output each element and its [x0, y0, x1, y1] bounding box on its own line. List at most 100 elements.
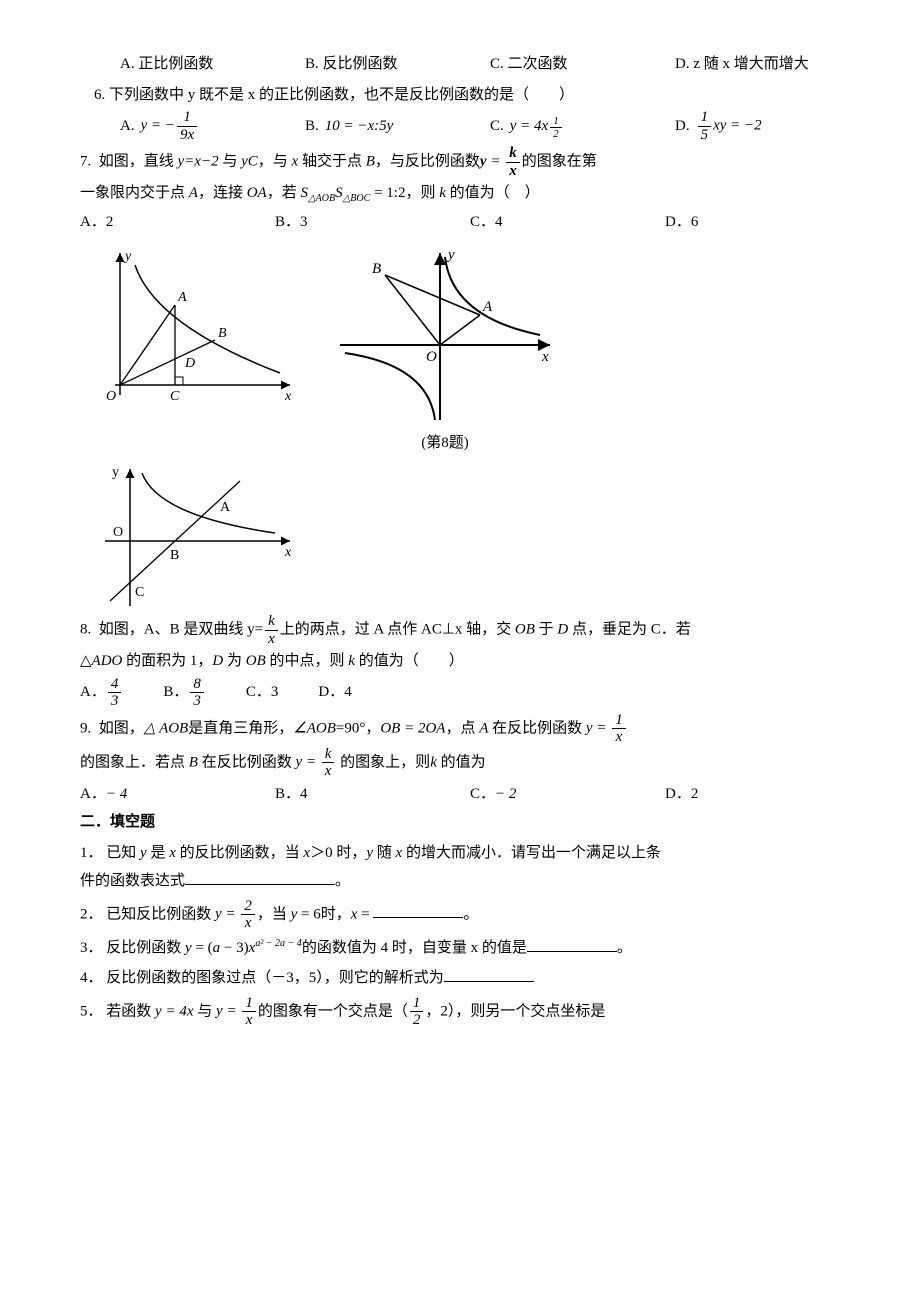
- q8c-l: C．: [246, 678, 271, 707]
- f1-y: y: [140, 845, 147, 861]
- q8-D2: D: [212, 653, 223, 669]
- q8-l2c: 为: [223, 653, 246, 669]
- q7-t7: 的图象在第: [522, 153, 597, 169]
- q8bn: 8: [190, 676, 204, 694]
- q9b-l: B．: [275, 780, 300, 809]
- f2: 2． 已知反比例函数 y = 2x，当 y = 6时，x = 。: [80, 898, 860, 932]
- svg-text:A: A: [482, 299, 493, 315]
- f5-x: x: [187, 1003, 194, 1019]
- svg-text:x: x: [541, 349, 549, 365]
- q9-AOB: AOB: [159, 720, 188, 736]
- q6-opt-b: B. 10 = −x:5y: [305, 112, 490, 141]
- opt-a: 正比例函数: [138, 50, 213, 79]
- f1-num: 1．: [80, 845, 103, 861]
- svg-text:A: A: [220, 500, 231, 515]
- q9a: − 4: [106, 780, 127, 809]
- q7-S1: S: [300, 185, 308, 201]
- opt-c-lbl: C.: [490, 50, 504, 79]
- q7-eq1: y=x−2: [178, 153, 219, 169]
- q7-S2: S: [335, 185, 343, 201]
- svg-text:O: O: [426, 349, 437, 365]
- q6-d-lbl: D.: [675, 112, 690, 141]
- f5: 5． 若函数 y = 4x 与 y = 1x的图象有一个交点是（12，2），则另…: [80, 995, 860, 1029]
- f3-end: 。: [617, 940, 632, 956]
- q6d-n: 1: [698, 109, 712, 127]
- svg-text:x: x: [284, 389, 292, 404]
- f2-end: 。: [463, 906, 478, 922]
- f5-t1: 若函数: [106, 1003, 155, 1019]
- f1-t1: 已知: [106, 845, 140, 861]
- q6-opt-d: D. 15xy = −2: [675, 109, 860, 143]
- q7-kn: k: [506, 145, 520, 163]
- q7-s2s: △BOC: [343, 193, 371, 204]
- f3-num: 3．: [80, 940, 103, 956]
- q9-k: k: [430, 754, 437, 770]
- q9-A: A: [479, 720, 488, 736]
- q6-b-lbl: B.: [305, 112, 319, 141]
- f1-t2: 是: [147, 845, 170, 861]
- q9-t5: 在反比例函数: [488, 720, 586, 736]
- q8-t3: 于: [535, 621, 558, 637]
- q6-opt-a: A. y = −19x: [120, 109, 305, 143]
- f1-t3: 的反比例函数，当: [176, 845, 304, 861]
- f2-blank[interactable]: [373, 902, 463, 918]
- q8-l2e: 的值为（ ）: [355, 653, 464, 669]
- f1-t6: 的增大而减小．请写出一个满足以上条: [402, 845, 661, 861]
- q9-kd: x: [322, 763, 335, 780]
- opt-a-lbl: A.: [120, 50, 135, 79]
- q8-kn: k: [265, 613, 278, 631]
- q7-k: k: [439, 185, 446, 201]
- opt-d-lbl: D.: [675, 50, 690, 79]
- q8-OB: OB: [515, 621, 535, 637]
- q9c-l: C．: [470, 780, 495, 809]
- section-2-heading: 二．填空题: [80, 808, 860, 837]
- q8-t2: 上的两点，过 A 点作 AC⊥x 轴，交: [280, 621, 515, 637]
- f3-eq: = (: [192, 940, 213, 956]
- q8-ADO: ADO: [92, 653, 123, 669]
- f3-blank[interactable]: [527, 936, 617, 952]
- q9-tri: △: [144, 720, 159, 736]
- f3: 3． 反比例函数 y = (a − 3)xa² − 2a − 4的函数值为 4 …: [80, 934, 860, 963]
- figures-row-1: A B D C O x y B A O x y (第8题): [100, 245, 860, 458]
- q6d-r: xy = −2: [713, 117, 762, 133]
- q9-l2b: 在反比例函数: [198, 754, 296, 770]
- f5-t4: ，2），则另一个交点坐标是: [425, 1003, 605, 1019]
- f1-blank[interactable]: [185, 869, 335, 885]
- q9-l2a: 的图象上．若点: [80, 754, 189, 770]
- q6-a-lbl: A.: [120, 112, 135, 141]
- f5-d2: 2: [410, 1012, 424, 1029]
- f1-end: 。: [335, 873, 350, 889]
- f1-x: x: [169, 845, 176, 861]
- f2-y: y: [215, 906, 222, 922]
- opt-c: 二次函数: [508, 50, 568, 79]
- svg-text:C: C: [170, 389, 180, 404]
- svg-text:A: A: [177, 290, 187, 305]
- svg-text:y: y: [446, 247, 455, 263]
- q8: 8. 如图，A、B 是双曲线 y=kx上的两点，过 A 点作 AC⊥x 轴，交 …: [80, 613, 860, 710]
- opt-b-lbl: B.: [305, 50, 319, 79]
- q9-OB: OB: [380, 720, 400, 736]
- fig8-caption: (第8题): [330, 429, 560, 458]
- svg-text:y: y: [123, 249, 132, 264]
- q9-ang: ∠AOB: [293, 720, 336, 736]
- q6-text: 下列函数中 y 既不是 x 的正比例函数，也不是反比例函数的是（ ）: [109, 81, 574, 110]
- q8bd: 3: [190, 693, 204, 710]
- q6d-d: 5: [698, 127, 712, 144]
- f5-y2: y: [216, 1003, 223, 1019]
- q9-t4: ，点: [445, 720, 479, 736]
- q9a-l: A．: [80, 780, 106, 809]
- q8a-l: A．: [80, 678, 106, 707]
- f2-t4: =: [357, 906, 373, 922]
- f3-m3: − 3): [220, 940, 248, 956]
- svg-text:D: D: [184, 356, 195, 371]
- q7-C: C: [248, 153, 258, 169]
- svg-text:O: O: [113, 525, 123, 540]
- q7-t4: ，与: [258, 153, 292, 169]
- f4-blank[interactable]: [444, 966, 534, 982]
- q7-B: B: [366, 153, 375, 169]
- svg-text:x: x: [284, 545, 292, 560]
- q9d: 2: [691, 780, 699, 809]
- opt-d: z 随 x 增大而增大: [693, 50, 808, 79]
- f5-n: 1: [242, 995, 256, 1013]
- q8-k: k: [348, 653, 355, 669]
